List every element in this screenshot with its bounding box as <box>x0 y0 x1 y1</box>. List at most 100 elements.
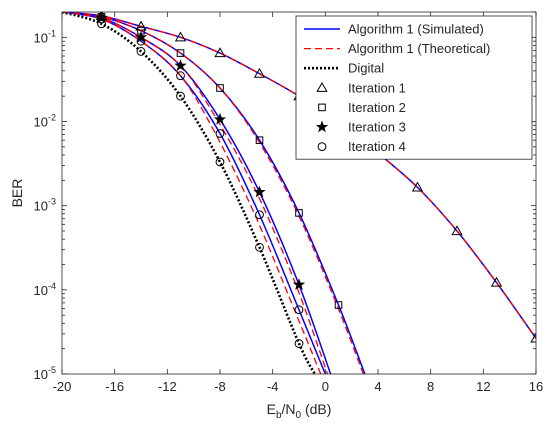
y-tick-label: 10-5 <box>34 365 56 382</box>
legend-label: Iteration 4 <box>348 139 406 154</box>
theoretical-curve-iteration-4 <box>62 12 322 374</box>
marker-iteration-3 <box>292 278 306 290</box>
x-tick-labels: -20 -16 -12 -8 -4 0 4 8 12 16 <box>53 379 544 394</box>
legend-item: Iteration 3 <box>315 120 406 135</box>
marker-iteration-3 <box>174 59 187 71</box>
marker-iteration-1 <box>135 20 147 31</box>
y-axis-label: BER <box>9 179 25 208</box>
marker-digital <box>215 157 225 167</box>
legend-marker-star <box>315 120 329 133</box>
marker-iteration-1 <box>530 332 536 343</box>
legend-marker-square-shape <box>318 103 326 112</box>
legend-marker-circle-shape <box>317 142 327 152</box>
digital-curve <box>62 12 316 374</box>
marker-iteration-3-shape <box>213 112 227 125</box>
x-axis-label: Eb/N0 (dB) <box>267 401 332 421</box>
legend-item: Algorithm 1 (Theoretical) <box>304 41 490 56</box>
marker-iteration-2 <box>255 136 264 144</box>
y-tick-labels: 10-5 10-4 10-3 10-2 10-1 <box>34 28 56 382</box>
legend-item: Iteration 2 <box>318 100 406 115</box>
marker-digital-shape <box>136 47 146 56</box>
marker-digital-shape <box>215 157 225 167</box>
marker-iteration-2 <box>216 84 224 92</box>
marker-iteration-2 <box>176 49 185 57</box>
marker-iteration-1 <box>490 276 503 287</box>
marker-iteration-1 <box>451 225 463 236</box>
theoretical-curve-iteration-3 <box>62 12 329 374</box>
x-tick-label: 0 <box>322 379 329 394</box>
marker-iteration-4 <box>215 129 225 138</box>
legend-label: Algorithm 1 (Simulated) <box>348 22 484 37</box>
marker-iteration-1-shape <box>530 332 536 343</box>
axis-ticks <box>61 11 537 375</box>
marker-iteration-1-shape <box>135 20 147 31</box>
marker-iteration-2-shape <box>255 136 264 144</box>
x-tick-label: -4 <box>267 379 279 394</box>
marker-iteration-1 <box>174 31 187 42</box>
marker-iteration-1-shape <box>451 225 463 236</box>
legend-marker-square <box>318 103 326 112</box>
marker-iteration-4 <box>136 36 146 46</box>
marker-iteration-1-shape <box>411 181 424 192</box>
marker-iteration-4 <box>97 14 106 24</box>
marker-digital <box>294 339 304 348</box>
marker-iteration-4-shape <box>136 36 146 46</box>
marker-iteration-1-shape <box>174 31 187 42</box>
marker-iteration-2 <box>334 301 343 309</box>
marker-iteration-2-shape <box>176 49 185 57</box>
marker-iteration-4-shape <box>97 14 106 24</box>
marker-iteration-2-shape <box>295 209 303 217</box>
y-tick-label: 10-2 <box>34 113 56 130</box>
marker-iteration-3-shape <box>292 278 306 290</box>
marker-iteration-1 <box>253 67 266 78</box>
legend-item: Digital <box>304 61 384 76</box>
legend-box <box>295 15 533 160</box>
legend-item: Algorithm 1 (Simulated) <box>304 22 484 37</box>
marker-iteration-4 <box>255 210 264 220</box>
legend-item: Iteration 4 <box>317 139 406 154</box>
x-tick-label: 12 <box>476 379 490 394</box>
marker-digital <box>136 47 146 56</box>
marker-iteration-1-shape <box>214 47 226 58</box>
marker-digital <box>255 242 264 252</box>
legend-label: Iteration 3 <box>348 120 406 135</box>
marker-iteration-1 <box>411 181 424 192</box>
legend-label: Iteration 1 <box>348 80 406 95</box>
marker-digital-shape <box>97 19 106 29</box>
marker-iteration-2-shape <box>334 301 343 309</box>
y-tick-label: 10-1 <box>34 28 56 45</box>
marker-iteration-4-shape <box>215 129 225 138</box>
marker-iteration-3 <box>213 112 227 125</box>
x-tick-label: 16 <box>529 379 543 394</box>
legend-marker-triangle <box>316 81 328 92</box>
legend-marker-star-shape <box>315 120 329 133</box>
marker-iteration-4-shape <box>176 71 185 81</box>
marker-digital <box>97 19 106 29</box>
marker-iteration-1-shape <box>253 67 266 78</box>
marker-digital-shape <box>176 91 185 101</box>
marker-iteration-1 <box>214 47 226 58</box>
legend: Algorithm 1 (Simulated) Algorithm 1 (Theo… <box>295 15 533 160</box>
y-tick-label: 10-4 <box>34 281 56 298</box>
legend-label: Algorithm 1 (Theoretical) <box>348 41 490 56</box>
y-tick-label: 10-3 <box>34 197 56 214</box>
marker-iteration-1-shape <box>490 276 503 287</box>
marker-iteration-3-shape <box>174 59 187 71</box>
marker-iteration-2-shape <box>216 84 224 92</box>
marker-iteration-4-shape <box>294 305 304 315</box>
legend-marker-triangle-shape <box>316 81 328 92</box>
marker-digital-shape <box>294 339 304 348</box>
legend-label: Digital <box>348 61 384 76</box>
marker-iteration-2 <box>295 209 303 217</box>
x-tick-label: 4 <box>374 379 381 394</box>
legend-marker-circle <box>317 142 327 152</box>
plot-area <box>62 12 536 374</box>
marker-digital-shape <box>255 242 264 252</box>
legend-label: Iteration 2 <box>348 100 406 115</box>
marker-iteration-4-shape <box>255 210 264 220</box>
theoretical-curve-iteration-2 <box>62 12 364 374</box>
marker-iteration-4 <box>294 305 304 315</box>
x-tick-label: -12 <box>158 379 177 394</box>
marker-iteration-3-shape <box>253 185 266 198</box>
